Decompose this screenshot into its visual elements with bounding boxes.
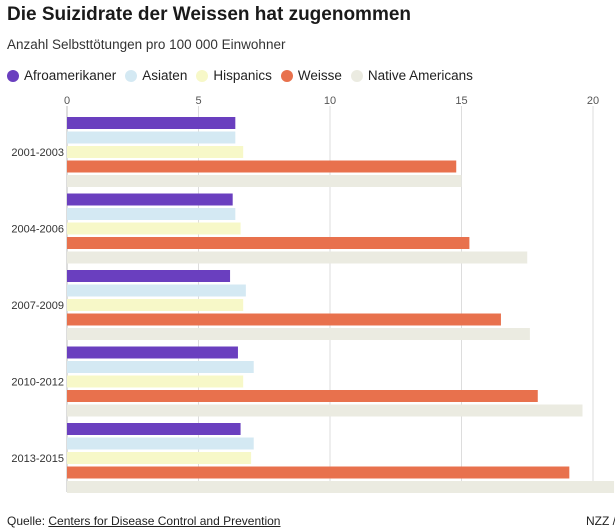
legend-dot-icon <box>196 69 209 82</box>
bar-native-americans-2010-2012 <box>67 404 583 417</box>
bar-asiaten-2013-2015 <box>67 437 254 450</box>
bar-weisse-2013-2015 <box>67 466 570 479</box>
source-prefix: Quelle: <box>7 514 49 528</box>
bar-asiaten-2010-2012 <box>67 361 254 373</box>
legend-dot-icon <box>350 69 363 82</box>
legend-item-hispanics: Hispanics <box>196 68 272 83</box>
bar-weisse-2007-2009 <box>67 313 501 326</box>
legend-item-asiaten: Asiaten <box>125 68 187 83</box>
bar-afroamerikaner-2010-2012 <box>67 346 238 359</box>
bars <box>67 117 615 493</box>
source-link[interactable]: Centers for Disease Control and Preventi… <box>48 514 281 528</box>
source-note: Quelle: Centers for Disease Control and … <box>7 514 280 528</box>
bar-afroamerikaner-2001-2003 <box>67 117 236 129</box>
chart-title: Die Suizidrate der Weissen hat zugenomme… <box>7 4 412 25</box>
legend-item-afroamerikaner: Afroamerikaner <box>7 68 116 83</box>
x-tick-label: 5 <box>195 95 201 107</box>
category-label: 2013-2015 <box>11 453 64 465</box>
legend-item-native-americans: Native Americans <box>350 68 473 83</box>
category-label: 2001-2003 <box>11 147 64 159</box>
bar-hispanics-2001-2003 <box>67 146 244 158</box>
bar-afroamerikaner-2004-2006 <box>67 193 233 206</box>
legend-label: Afroamerikaner <box>24 68 117 83</box>
legend-dot-icon <box>7 69 19 82</box>
bar-weisse-2004-2006 <box>67 237 470 249</box>
chart-subtitle: Anzahl Selbsttötungen pro 100 000 Einwoh… <box>7 37 286 52</box>
legend: Afroamerikaner Asiaten Hispanics Weisse … <box>7 68 482 83</box>
bar-native-americans-2007-2009 <box>67 328 530 340</box>
x-tick-label: 15 <box>455 95 467 107</box>
category-label: 2007-2009 <box>11 300 64 312</box>
legend-label: Weisse <box>297 68 342 83</box>
category-label: 2004-2006 <box>11 224 64 236</box>
bar-native-americans-2004-2006 <box>67 251 528 264</box>
x-tick-label: 0 <box>64 95 70 107</box>
bar-asiaten-2004-2006 <box>67 208 236 220</box>
category-label: 2010-2012 <box>11 377 64 389</box>
bar-hispanics-2013-2015 <box>67 452 252 464</box>
bar-hispanics-2004-2006 <box>67 222 241 235</box>
legend-label: Asiaten <box>142 68 188 83</box>
legend-label: Native Americans <box>367 68 473 83</box>
legend-label: Hispanics <box>213 68 272 83</box>
bar-hispanics-2007-2009 <box>67 299 244 311</box>
bar-afroamerikaner-2013-2015 <box>67 423 241 435</box>
x-axis-ticks: 0 5 10 15 20 <box>64 95 599 107</box>
y-axis-categories: 2001-2003 2004-2006 2007-2009 2010-2012 2013… <box>11 147 64 465</box>
bar-asiaten-2001-2003 <box>67 131 236 144</box>
bar-weisse-2001-2003 <box>67 160 457 173</box>
bar-asiaten-2007-2009 <box>67 284 246 297</box>
bar-afroamerikaner-2007-2009 <box>67 270 231 282</box>
bar-hispanics-2010-2012 <box>67 375 244 388</box>
credit: NZZ / <box>586 514 615 528</box>
x-tick-label: 20 <box>587 95 599 107</box>
legend-dot-icon <box>280 69 293 82</box>
legend-dot-icon <box>125 69 138 82</box>
x-tick-label: 10 <box>324 95 336 107</box>
bar-native-americans-2013-2015 <box>67 481 615 493</box>
bar-weisse-2010-2012 <box>67 390 538 402</box>
bar-native-americans-2001-2003 <box>67 175 462 187</box>
legend-item-weisse: Weisse <box>280 68 342 83</box>
